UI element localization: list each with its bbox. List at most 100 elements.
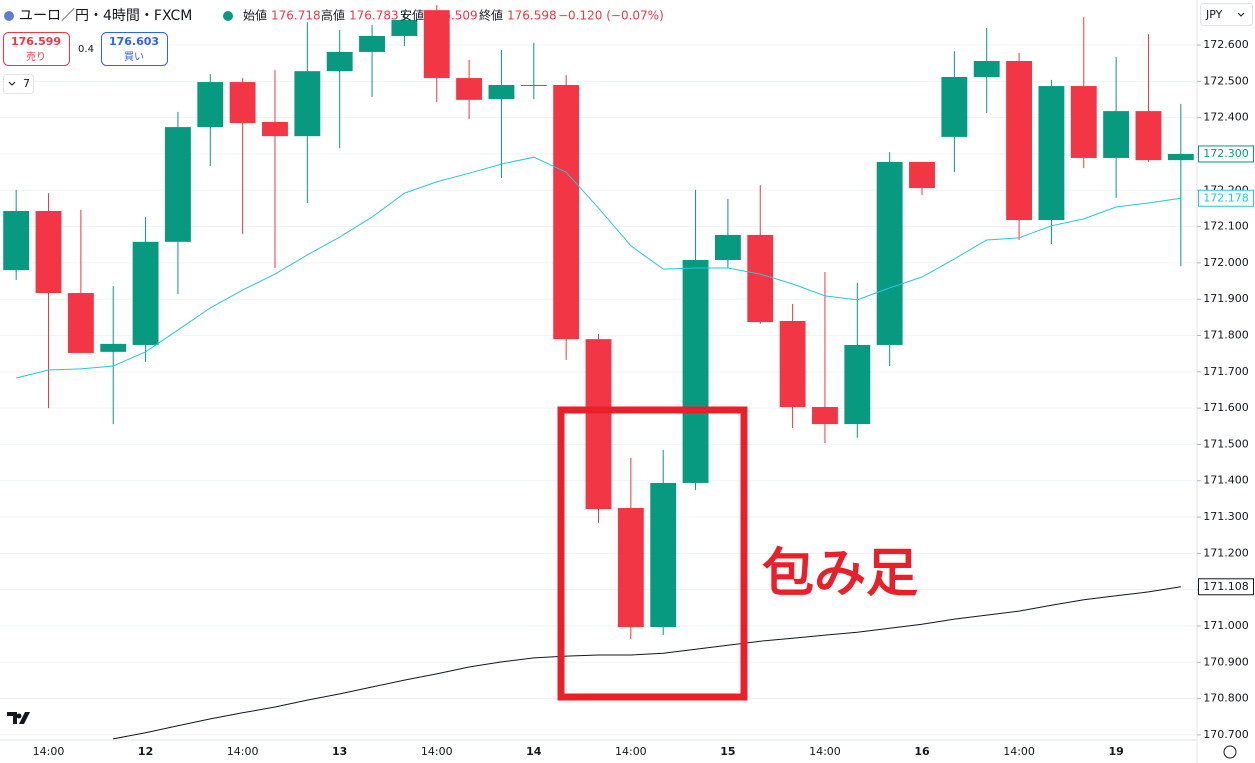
candle-body <box>35 210 62 294</box>
close-label: 終値 <box>479 8 503 23</box>
sell-button[interactable] <box>3 32 70 66</box>
candle-body <box>1167 153 1194 161</box>
x-tick-label: 14:00 <box>421 745 453 758</box>
sell-label: 売り <box>26 50 46 63</box>
candle-body <box>553 84 580 340</box>
candle-body <box>132 241 159 345</box>
y-tick-label: 171.800 <box>1203 329 1249 342</box>
candle-body <box>100 343 127 352</box>
high-label: 高値 <box>321 8 345 23</box>
candle-body <box>1070 86 1097 158</box>
logo <box>16 713 22 719</box>
x-tick-label: 14 <box>526 745 542 758</box>
indicator-toggle[interactable] <box>3 74 34 94</box>
highlight-box <box>557 406 748 701</box>
x-tick-label: 14:00 <box>227 745 259 758</box>
spread: 0.4 <box>78 44 94 55</box>
y-tick-label: 171.900 <box>1203 292 1249 305</box>
moving-average <box>16 156 1181 379</box>
candle-body <box>294 71 321 137</box>
y-tick-label: 171.500 <box>1203 437 1249 450</box>
x-tick-label: 14:00 <box>615 745 647 758</box>
candle-body <box>262 122 288 137</box>
open-value: 176.718 <box>271 9 321 23</box>
candle-body <box>197 82 224 128</box>
candle-body <box>650 482 677 628</box>
y-tick-label: 172.600 <box>1203 38 1249 51</box>
candle-body <box>456 78 483 100</box>
symbol-icon <box>4 11 14 21</box>
x-tick-label: 12 <box>138 745 153 758</box>
y-tick-label: 170.800 <box>1203 692 1249 705</box>
y-tick-label: 171.600 <box>1203 401 1249 414</box>
price-label: 171.108 <box>1203 580 1249 593</box>
y-tick-label: 170.900 <box>1203 655 1249 668</box>
candle-body <box>423 10 450 79</box>
open-label: 始値 <box>243 8 267 23</box>
candle-body <box>617 507 644 628</box>
settings-icon[interactable] <box>1223 745 1237 759</box>
y-tick-label: 172.000 <box>1203 256 1249 269</box>
moving-average <box>113 586 1181 740</box>
candle-body <box>67 293 94 353</box>
candle-body <box>1038 86 1065 221</box>
candle-body <box>520 84 547 86</box>
candle-body <box>1135 111 1162 161</box>
chevron <box>1237 12 1245 17</box>
candle-body <box>585 339 612 510</box>
y-axis: 172.600172.500172.400172.300172.200172.1… <box>1197 38 1254 741</box>
price-label-box <box>1198 578 1254 596</box>
y-tick-label: 170.700 <box>1203 728 1249 741</box>
close-value: 176.598 <box>507 9 557 23</box>
x-tick-label: 14:00 <box>33 745 65 758</box>
x-tick-label: 14:00 <box>1003 745 1035 758</box>
buy-label: 買い <box>124 51 144 63</box>
candle-body <box>1103 111 1130 158</box>
x-tick-label: 19 <box>1108 745 1123 758</box>
candle-body <box>326 51 353 72</box>
y-tick-label: 171.300 <box>1203 510 1249 523</box>
candle-body <box>714 234 741 260</box>
candle-body <box>488 84 515 100</box>
candle-body <box>391 19 418 36</box>
y-tick-label: 171.400 <box>1203 474 1249 487</box>
annotation: 包み足 <box>762 544 918 604</box>
y-tick-label: 172.100 <box>1203 220 1249 233</box>
price-label: 172.178 <box>1203 191 1249 204</box>
indicator-count: 7 <box>23 77 30 90</box>
symbol: ユーロ／円・4時間・FXCM <box>19 8 192 24</box>
price-label: 172.300 <box>1203 147 1249 160</box>
candle-body <box>973 61 1000 77</box>
candle-body <box>812 407 838 425</box>
change: −0.120 (−0.07%) <box>558 9 664 23</box>
candle-body <box>164 127 191 242</box>
x-tick-label: 15 <box>720 745 735 758</box>
candle-body <box>3 210 30 271</box>
y-tick-label: 172.500 <box>1203 74 1249 87</box>
chevron <box>8 81 16 86</box>
status-dot <box>223 11 233 21</box>
x-tick-label: 13 <box>332 745 347 758</box>
buy-price: 176.603 <box>109 35 159 48</box>
candle-body <box>747 234 774 323</box>
candle-body <box>844 344 871 425</box>
buy-button[interactable] <box>101 32 168 66</box>
price-label-box <box>1198 145 1254 163</box>
low-value: 176.509 <box>428 9 478 23</box>
plot-area <box>0 5 1197 740</box>
x-axis: 14:00 12 14:00 13 14:00 14 14:00 15 14:00 16 14:00… <box>33 745 1124 758</box>
candle-body <box>359 35 385 52</box>
x-tick-label: 16 <box>914 745 930 758</box>
candle-body <box>876 161 903 345</box>
high-value: 176.783 <box>349 9 399 23</box>
price-label-box <box>1198 189 1254 207</box>
logo <box>7 712 30 724</box>
y-tick-label: 171.200 <box>1203 546 1249 559</box>
candle-body <box>941 76 968 137</box>
currency-select[interactable] <box>1200 3 1253 26</box>
candle-body <box>779 320 806 408</box>
x-tick-label: 14:00 <box>809 745 841 758</box>
candle-body <box>909 161 935 189</box>
candle-body <box>1006 61 1033 221</box>
